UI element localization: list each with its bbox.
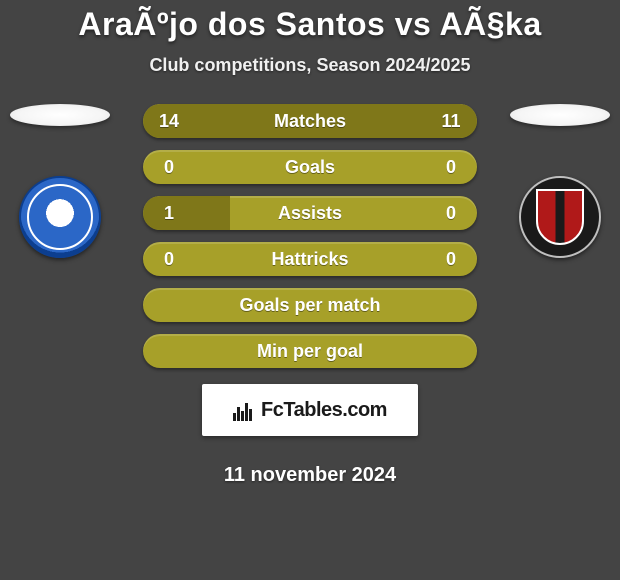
stat-label: Assists <box>278 203 342 224</box>
right-player-photo-placeholder <box>510 104 610 126</box>
page-title: AraÃºjo dos Santos vs AÃ§ka <box>78 6 541 43</box>
stat-value-left: 0 <box>155 157 183 178</box>
stat-value-right: 0 <box>437 249 465 270</box>
right-player-column <box>500 104 620 258</box>
stats-area: 14 Matches 11 0 Goals 0 1 As <box>0 104 620 487</box>
stat-label: Matches <box>274 111 346 132</box>
stat-content: 0 Hattricks 0 <box>143 242 477 276</box>
stat-value-left: 14 <box>155 111 183 132</box>
page-subtitle: Club competitions, Season 2024/2025 <box>149 55 470 76</box>
right-club-badge-shield <box>536 189 584 245</box>
stat-content: 1 Assists 0 <box>143 196 477 230</box>
stat-label: Min per goal <box>257 341 363 362</box>
left-player-column <box>0 104 120 258</box>
left-club-badge <box>19 176 101 258</box>
fctables-text: FcTables.com <box>261 399 387 422</box>
fctables-bar-icon <box>233 399 255 421</box>
stat-label: Goals <box>285 157 335 178</box>
stat-content: 0 Goals 0 <box>143 150 477 184</box>
stat-row-hattricks: 0 Hattricks 0 <box>143 242 477 276</box>
stat-content: 14 Matches 11 <box>143 104 477 138</box>
stat-value-left: 0 <box>155 249 183 270</box>
stat-label: Goals per match <box>239 295 380 316</box>
stat-row-assists: 1 Assists 0 <box>143 196 477 230</box>
stat-value-right: 0 <box>437 157 465 178</box>
right-club-badge <box>519 176 601 258</box>
fctables-link[interactable]: FcTables.com <box>202 384 418 436</box>
stat-label: Hattricks <box>271 249 348 270</box>
stat-row-goals: 0 Goals 0 <box>143 150 477 184</box>
left-player-photo-placeholder <box>10 104 110 126</box>
stats-center-column: 14 Matches 11 0 Goals 0 1 As <box>120 104 500 487</box>
generation-date: 11 november 2024 <box>224 464 396 487</box>
stat-value-right: 11 <box>437 111 465 132</box>
stat-row-minpergoal: Min per goal <box>143 334 477 368</box>
stat-row-matches: 14 Matches 11 <box>143 104 477 138</box>
stat-value-right: 0 <box>437 203 465 224</box>
stat-value-left: 1 <box>155 203 183 224</box>
stat-row-goalspermatch: Goals per match <box>143 288 477 322</box>
comparison-card: AraÃºjo dos Santos vs AÃ§ka Club competi… <box>0 0 620 580</box>
